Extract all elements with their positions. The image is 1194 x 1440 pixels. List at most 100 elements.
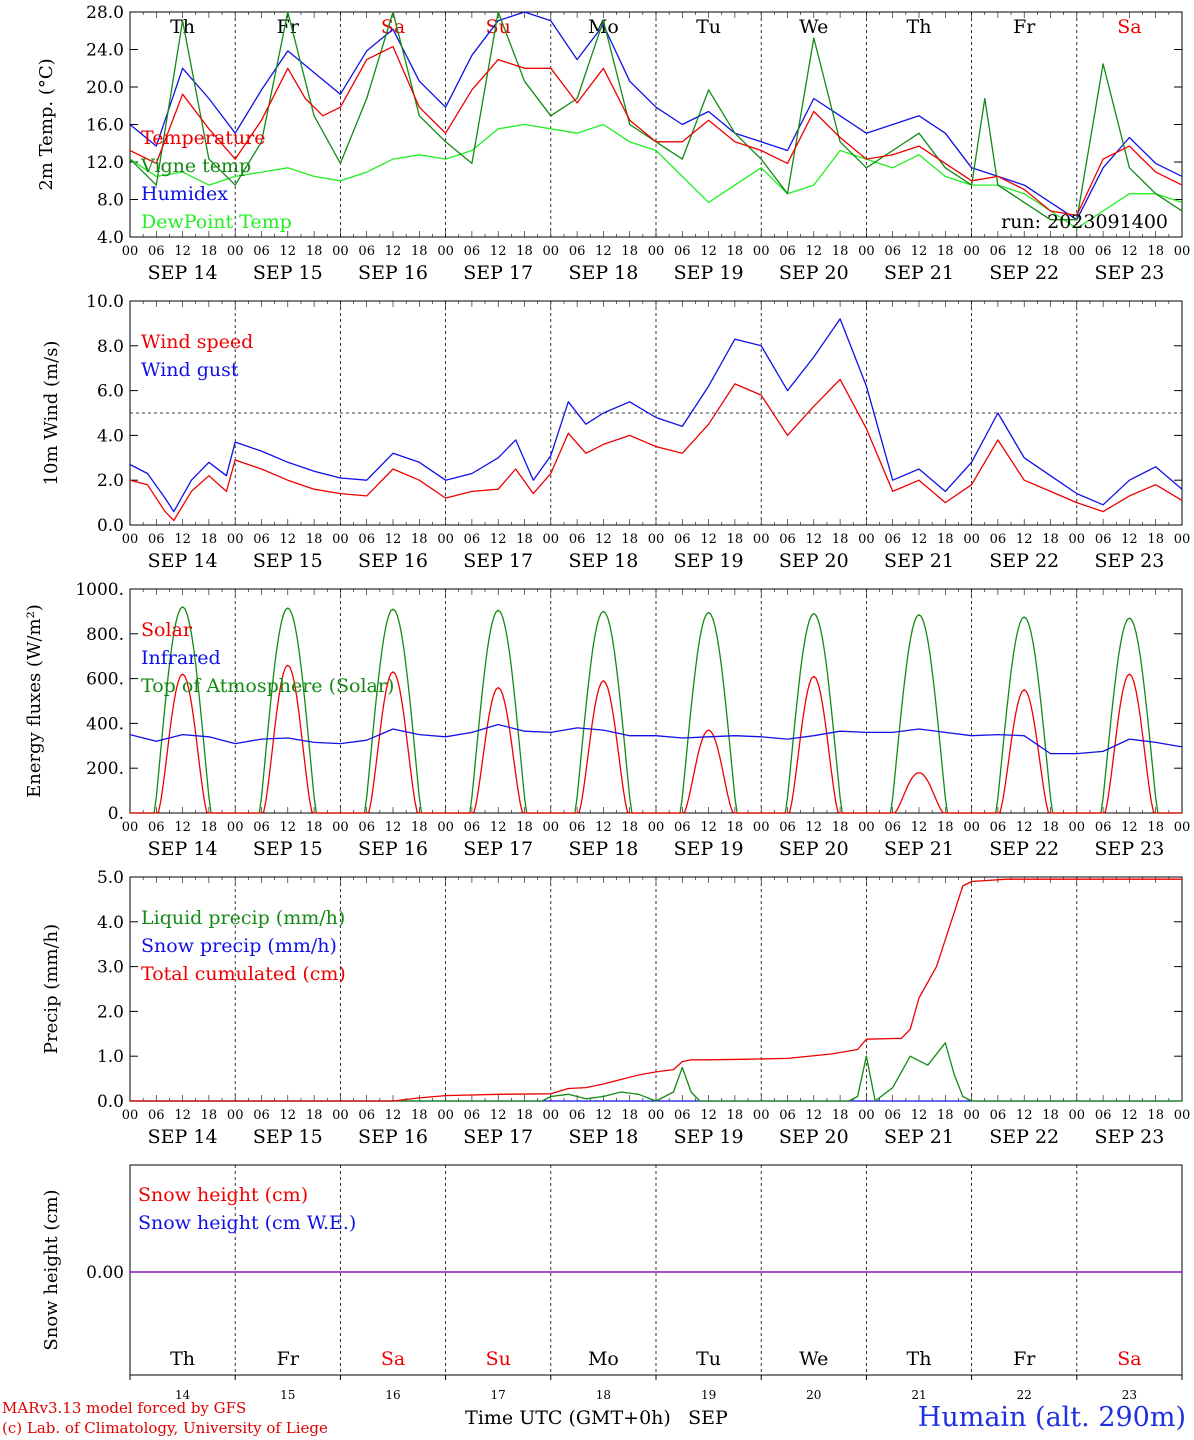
weekday-label: Mo: [588, 16, 619, 38]
series-vigne-temp: [129, 11, 1183, 221]
y-tick-label: 2.0: [97, 1002, 124, 1022]
legend-entry: DewPoint Temp: [141, 211, 292, 233]
hour-tick-label: 00: [753, 1108, 770, 1123]
date-label: SEP 17: [463, 262, 533, 284]
date-label: SEP 15: [253, 838, 323, 860]
date-label: SEP 23: [1094, 262, 1164, 284]
hour-tick-label: 00: [858, 820, 875, 835]
hour-tick-label: 12: [490, 244, 507, 259]
date-label: SEP 15: [253, 262, 323, 284]
hour-tick-label: 18: [306, 1108, 323, 1123]
hour-tick-label: 12: [700, 1108, 717, 1123]
date-label: SEP 21: [884, 1126, 954, 1148]
hour-tick-label: 18: [832, 820, 849, 835]
hour-tick-label: 18: [937, 244, 954, 259]
day-number-label: 17: [491, 1388, 506, 1402]
date-label: SEP 23: [1094, 1126, 1164, 1148]
hour-tick-label: 06: [569, 532, 586, 547]
hour-tick-label: 06: [1095, 244, 1112, 259]
date-label: SEP 14: [148, 262, 218, 284]
hour-tick-label: 18: [411, 1108, 428, 1123]
hour-tick-label: 12: [174, 532, 191, 547]
hour-tick-label: 18: [306, 244, 323, 259]
hour-tick-label: 12: [595, 1108, 612, 1123]
hour-tick-label: 00: [332, 244, 349, 259]
hour-tick-label: 18: [306, 820, 323, 835]
hour-tick-label: 00: [963, 532, 980, 547]
hour-tick-label: 18: [1147, 532, 1164, 547]
hour-tick-label: 06: [253, 532, 270, 547]
hour-tick-label: 00: [332, 1108, 349, 1123]
hour-tick-label: 00: [648, 820, 665, 835]
hour-tick-label: 12: [911, 1108, 928, 1123]
hour-tick-label: 06: [884, 244, 901, 259]
hour-tick-label: 18: [306, 532, 323, 547]
weekday-label: Th: [907, 1348, 932, 1370]
hour-tick-label: 12: [490, 820, 507, 835]
y-tick-label: 1.0: [97, 1047, 124, 1067]
hour-tick-label: 18: [1147, 820, 1164, 835]
weekday-label: We: [799, 1348, 828, 1370]
hour-tick-label: 00: [437, 1108, 454, 1123]
hour-tick-label: 12: [1121, 1108, 1138, 1123]
hour-tick-label: 12: [1121, 244, 1138, 259]
y-tick-label: 4.0: [97, 228, 124, 248]
hour-tick-label: 12: [490, 532, 507, 547]
hour-tick-label: 18: [516, 244, 533, 259]
y-tick-label: 1000.: [75, 580, 124, 600]
weekday-label: Tu: [696, 1348, 721, 1370]
hour-tick-label: 12: [385, 532, 402, 547]
hour-tick-label: 06: [779, 1108, 796, 1123]
y-tick-label: 20.0: [86, 78, 124, 98]
hour-tick-label: 00: [648, 1108, 665, 1123]
weekday-label: Su: [486, 16, 511, 38]
hour-tick-label: 00: [858, 244, 875, 259]
hour-tick-label: 00: [1069, 1108, 1086, 1123]
hour-tick-label: 12: [280, 820, 297, 835]
hour-tick-label: 00: [122, 532, 139, 547]
y-axis-label: 2m Temp. (°C): [36, 58, 57, 190]
hour-tick-label: 06: [253, 1108, 270, 1123]
y-axis-label: 10m Wind (m/s): [41, 341, 62, 486]
hour-tick-label: 12: [700, 244, 717, 259]
hour-tick-label: 06: [569, 244, 586, 259]
y-tick-label: 28.0: [86, 3, 124, 23]
weekday-label: We: [799, 16, 828, 38]
hour-tick-label: 00: [122, 1108, 139, 1123]
legend-entry: Wind gust: [141, 359, 239, 381]
y-axis-label: Snow height (cm): [41, 1189, 62, 1350]
weekday-label: Sa: [1117, 16, 1141, 38]
date-label: SEP 19: [674, 838, 744, 860]
hour-tick-label: 00: [543, 244, 560, 259]
y-axis-label: Precip (mm/h): [41, 924, 62, 1054]
hour-tick-label: 06: [674, 532, 691, 547]
date-label: SEP 15: [253, 1126, 323, 1148]
date-label: SEP 14: [148, 838, 218, 860]
hour-tick-label: 00: [227, 244, 244, 259]
y-tick-label: 24.0: [86, 41, 124, 61]
y-tick-label: 4.0: [97, 426, 124, 446]
hour-tick-label: 12: [595, 532, 612, 547]
weekday-label: Su: [486, 1348, 511, 1370]
hour-tick-label: 06: [884, 1108, 901, 1123]
y-tick-label: 6.0: [97, 382, 124, 402]
hour-tick-label: 18: [937, 1108, 954, 1123]
series-dewpoint-temp: [129, 123, 1183, 229]
date-label: SEP 18: [568, 1126, 638, 1148]
date-label: SEP 15: [253, 550, 323, 572]
series-infrared: [129, 723, 1183, 755]
hour-tick-label: 12: [280, 532, 297, 547]
hour-tick-label: 06: [990, 1108, 1007, 1123]
weekday-label: Fr: [277, 16, 300, 38]
hour-tick-label: 00: [1069, 244, 1086, 259]
x-axis-month: SEP: [688, 1407, 728, 1429]
y-tick-label: 5.0: [97, 868, 124, 888]
y-tick-label: 4.0: [97, 913, 124, 933]
date-label: SEP 14: [148, 550, 218, 572]
legend-entry: Snow precip (mm/h): [141, 935, 337, 957]
hour-tick-label: 12: [1121, 532, 1138, 547]
hour-tick-label: 00: [1174, 244, 1191, 259]
hour-tick-label: 00: [963, 244, 980, 259]
hour-tick-label: 06: [884, 820, 901, 835]
legend-entry: Total cumulated (cm): [141, 963, 346, 985]
